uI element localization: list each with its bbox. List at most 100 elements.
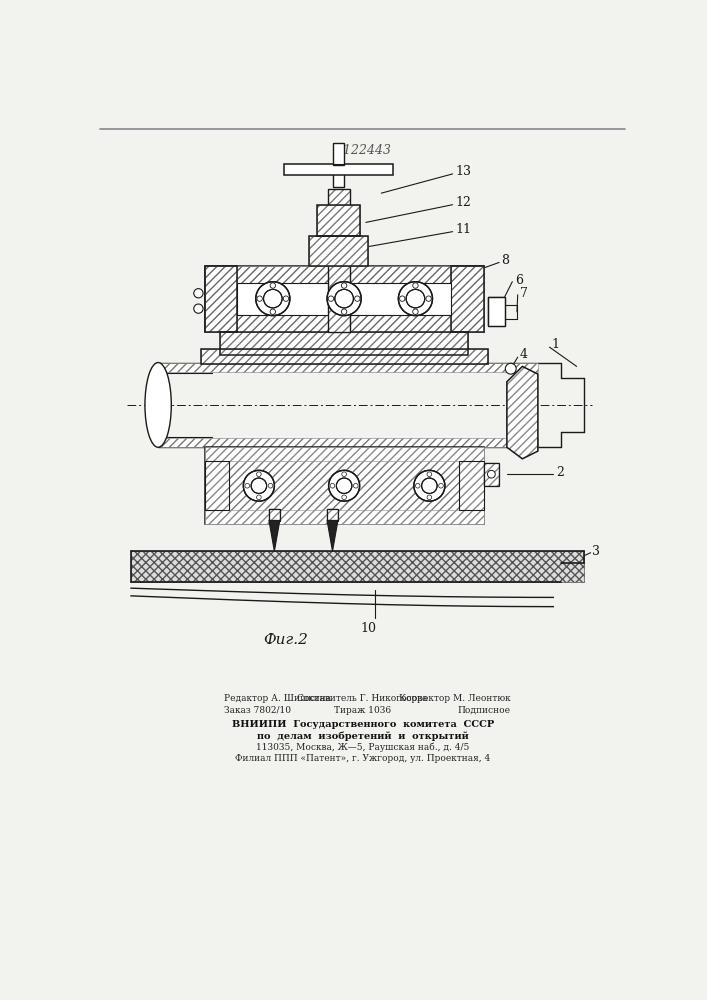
Bar <box>201 349 488 364</box>
Circle shape <box>438 483 443 488</box>
Text: Корректор М. Леонтюк: Корректор М. Леонтюк <box>399 694 510 703</box>
Circle shape <box>270 283 276 288</box>
Circle shape <box>337 478 352 493</box>
Circle shape <box>284 296 288 301</box>
Text: 13: 13 <box>455 165 471 178</box>
Circle shape <box>257 472 261 477</box>
Circle shape <box>355 296 360 301</box>
Bar <box>131 551 585 582</box>
Bar <box>204 315 484 332</box>
Circle shape <box>341 309 347 314</box>
Ellipse shape <box>145 363 171 447</box>
Circle shape <box>427 495 432 500</box>
Bar <box>204 447 484 461</box>
Circle shape <box>488 470 495 478</box>
Text: 12: 12 <box>455 196 471 209</box>
Bar <box>237 283 451 315</box>
Text: Фиг.2: Фиг.2 <box>264 633 308 647</box>
Polygon shape <box>284 164 393 175</box>
Text: 11: 11 <box>455 223 471 236</box>
Bar <box>488 297 505 326</box>
Circle shape <box>416 483 420 488</box>
Bar <box>309 235 368 266</box>
Bar <box>328 189 349 332</box>
Text: 7: 7 <box>520 287 528 300</box>
Circle shape <box>399 296 405 301</box>
Circle shape <box>341 472 346 477</box>
Bar <box>484 463 499 486</box>
Bar <box>317 205 361 235</box>
Bar <box>204 510 484 524</box>
Bar <box>204 461 230 510</box>
Bar <box>204 447 484 524</box>
Polygon shape <box>269 520 280 551</box>
Bar <box>220 332 468 355</box>
Circle shape <box>194 304 203 313</box>
Bar <box>451 266 484 332</box>
Circle shape <box>251 478 267 493</box>
Text: 10: 10 <box>361 622 377 635</box>
Text: Редактор А. Шишкина: Редактор А. Шишкина <box>224 694 331 703</box>
Bar <box>160 363 538 372</box>
Bar <box>204 266 237 332</box>
Circle shape <box>194 289 203 298</box>
Text: Подписное: Подписное <box>457 706 510 715</box>
Text: 8: 8 <box>501 254 510 267</box>
Bar <box>317 205 361 235</box>
Bar <box>327 509 338 521</box>
Bar <box>488 297 505 326</box>
Bar <box>269 509 280 521</box>
Circle shape <box>341 495 346 500</box>
Circle shape <box>398 282 433 316</box>
Bar <box>160 438 538 447</box>
Bar <box>328 189 349 332</box>
Bar <box>204 266 484 283</box>
Bar <box>459 461 484 510</box>
Bar <box>459 461 484 510</box>
Bar <box>204 266 484 332</box>
Circle shape <box>257 296 262 301</box>
Circle shape <box>413 309 418 314</box>
Bar <box>309 235 368 266</box>
Text: 1: 1 <box>552 338 560 351</box>
Text: Тираж 1036: Тираж 1036 <box>334 706 391 715</box>
Circle shape <box>256 282 290 316</box>
Bar <box>333 143 344 165</box>
Polygon shape <box>327 520 338 551</box>
Bar <box>269 509 280 521</box>
Circle shape <box>270 309 276 314</box>
Bar <box>204 447 484 524</box>
Circle shape <box>506 363 516 374</box>
Text: Составитель Г. Никогосова: Составитель Г. Никогосова <box>298 694 428 703</box>
Bar <box>333 164 344 187</box>
Circle shape <box>268 483 273 488</box>
Circle shape <box>413 283 418 288</box>
Circle shape <box>354 483 358 488</box>
Circle shape <box>330 483 335 488</box>
Bar <box>327 509 338 521</box>
Bar <box>201 349 488 364</box>
Circle shape <box>327 282 361 316</box>
Text: 2: 2 <box>556 466 563 479</box>
Text: 4: 4 <box>520 348 528 361</box>
Bar <box>220 332 468 355</box>
Circle shape <box>341 283 347 288</box>
Text: ВНИИПИ  Государственного  комитета  СССР: ВНИИПИ Государственного комитета СССР <box>232 720 494 729</box>
Bar <box>237 283 451 315</box>
Text: Филиал ППП «Патент», г. Ужгород, ул. Проектная, 4: Филиал ППП «Патент», г. Ужгород, ул. Про… <box>235 754 491 763</box>
Text: Заказ 7802/10: Заказ 7802/10 <box>224 706 291 715</box>
Circle shape <box>245 483 250 488</box>
Circle shape <box>329 470 360 501</box>
Bar <box>451 266 484 332</box>
Circle shape <box>426 296 431 301</box>
Bar <box>488 297 505 326</box>
Bar <box>204 461 230 510</box>
Circle shape <box>421 478 437 493</box>
Circle shape <box>414 470 445 501</box>
Circle shape <box>257 495 261 500</box>
Bar <box>204 266 237 332</box>
Circle shape <box>243 470 274 501</box>
Circle shape <box>427 472 432 477</box>
Text: 6: 6 <box>515 274 522 287</box>
Text: 1122443: 1122443 <box>334 144 391 157</box>
